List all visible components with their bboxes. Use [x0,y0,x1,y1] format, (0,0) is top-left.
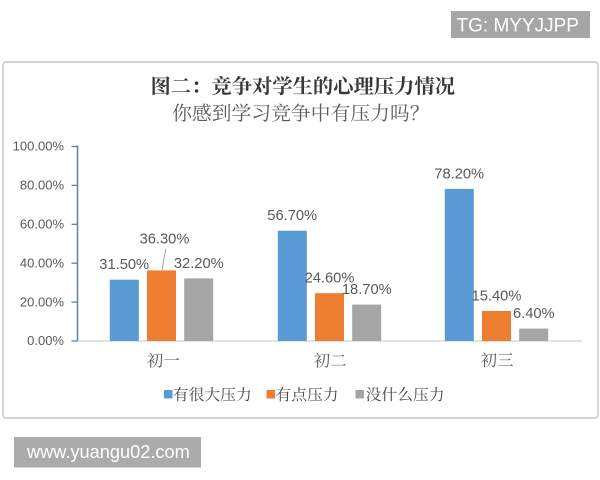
svg-text:36.30%: 36.30% [140,232,190,248]
svg-text:80.00%: 80.00% [20,178,65,193]
svg-text:20.00%: 20.00% [20,294,65,309]
svg-text:78.20%: 78.20% [434,166,484,182]
svg-text:31.50%: 31.50% [99,257,149,273]
svg-text:TG: MYYJJPP: TG: MYYJJPP [457,16,579,37]
svg-text:www.yuangu02.com: www.yuangu02.com [26,442,190,462]
svg-text:24.60%: 24.60% [305,271,355,287]
svg-text:15.40%: 15.40% [472,289,522,305]
svg-text:100.00%: 100.00% [13,139,65,154]
svg-text:60.00%: 60.00% [20,217,65,232]
svg-text:56.70%: 56.70% [267,208,317,224]
svg-text:32.20%: 32.20% [174,256,224,272]
svg-text:40.00%: 40.00% [20,255,65,270]
svg-text:6.40%: 6.40% [513,306,555,322]
svg-text:0.00%: 0.00% [27,333,64,348]
svg-text:18.70%: 18.70% [342,282,392,298]
